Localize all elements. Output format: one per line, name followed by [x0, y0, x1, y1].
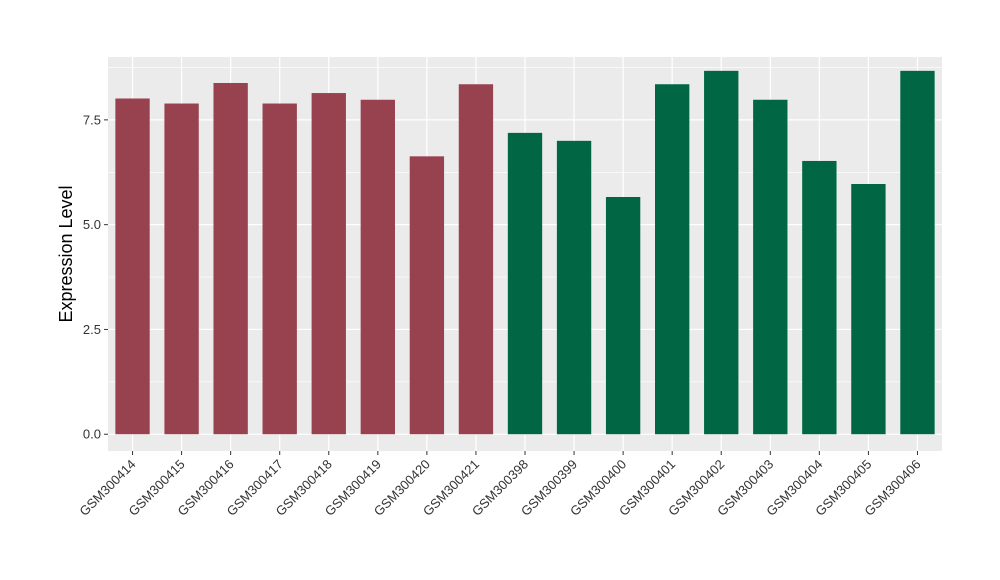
bar	[753, 99, 788, 435]
y-tick-label: 5.0	[83, 217, 101, 232]
bar	[851, 184, 886, 435]
bar	[311, 93, 346, 435]
bar	[556, 140, 592, 435]
y-axis: 0.0 2.5 5.0 7.5	[83, 112, 108, 442]
bar	[164, 103, 199, 435]
bar	[458, 84, 494, 435]
bar	[802, 160, 837, 435]
x-axis: GSM300414GSM300415GSM300416GSM300417GSM3…	[76, 451, 924, 519]
bar	[213, 82, 248, 435]
bar	[704, 70, 739, 435]
y-tick-label: 2.5	[83, 322, 101, 337]
bar	[360, 99, 395, 435]
y-axis-title: Expression Level	[56, 185, 76, 322]
bar	[900, 70, 935, 435]
bar	[262, 103, 297, 435]
y-tick-label: 7.5	[83, 112, 101, 127]
bar	[655, 84, 690, 435]
bar	[507, 132, 543, 435]
bar	[115, 98, 150, 435]
bars	[115, 70, 935, 435]
bar	[409, 156, 445, 435]
bar	[605, 196, 641, 435]
y-tick-label: 0.0	[83, 427, 101, 442]
